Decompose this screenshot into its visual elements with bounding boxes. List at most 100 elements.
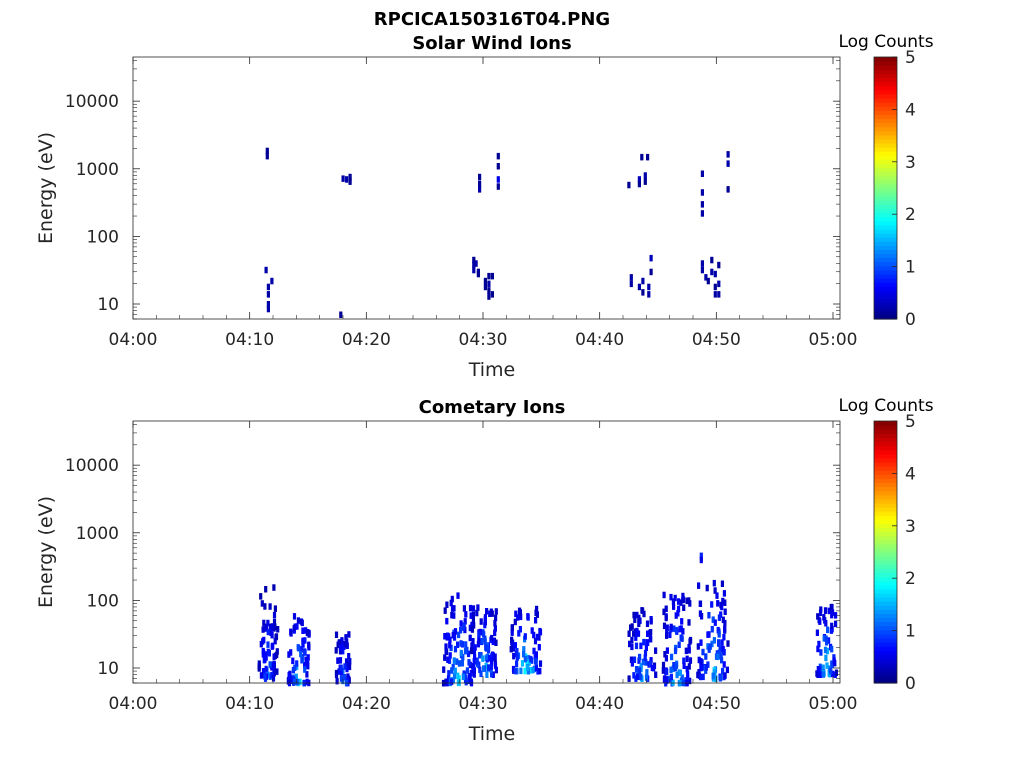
spectrogram-cell bbox=[720, 639, 724, 646]
spectrogram-cell bbox=[526, 668, 530, 675]
spectrogram-cell bbox=[630, 660, 634, 667]
spectrogram-cell bbox=[457, 631, 461, 639]
colorbar-segment bbox=[874, 625, 897, 631]
spectrogram-cell bbox=[445, 648, 449, 656]
spectrogram-cell bbox=[824, 635, 828, 642]
spectrogram-cell bbox=[475, 658, 479, 665]
spectrogram-cell bbox=[442, 666, 446, 673]
spectrogram-cell bbox=[455, 658, 459, 665]
colorbar-segment bbox=[874, 523, 897, 529]
colorbar-segment bbox=[874, 310, 897, 316]
spectrogram-cell bbox=[713, 291, 717, 298]
spectrogram-cell bbox=[679, 634, 683, 641]
spectrogram-cell bbox=[705, 584, 709, 592]
colorbar-segment bbox=[874, 531, 897, 537]
spectrogram-cell bbox=[682, 604, 686, 611]
colorbar-segment bbox=[874, 241, 897, 246]
spectrogram-cell bbox=[479, 618, 483, 625]
spectrogram-cell bbox=[720, 656, 724, 664]
colorbar-segment bbox=[874, 261, 897, 267]
colorbar-segment bbox=[874, 265, 897, 271]
solar-wind-panel: Solar Wind Ions 04:00 04:10 04:20 04:30 04:4… bbox=[35, 32, 934, 381]
colorbar-tick-label: 3 bbox=[905, 153, 916, 173]
spectrogram-cell bbox=[496, 152, 500, 160]
spectrogram-cell bbox=[490, 634, 494, 642]
spectrogram-cell bbox=[443, 633, 447, 640]
spectrogram-cell bbox=[723, 619, 727, 627]
colorbar-segment bbox=[874, 77, 897, 83]
spectrogram-cell bbox=[264, 266, 268, 274]
spectrogram-cell bbox=[450, 678, 454, 686]
spectrogram-cell bbox=[710, 640, 714, 648]
spectrogram-cell bbox=[493, 653, 497, 660]
spectrogram-cell bbox=[305, 671, 309, 678]
x-tick-label: 04:40 bbox=[575, 330, 624, 350]
colorbar-segment bbox=[874, 429, 897, 434]
spectrogram-cell bbox=[723, 599, 727, 606]
spectrogram-cell bbox=[677, 605, 681, 613]
colorbar-segment bbox=[874, 457, 897, 463]
spectrogram-cell bbox=[680, 674, 684, 681]
spectrogram-cell bbox=[259, 672, 263, 679]
colorbar-tick-label: 5 bbox=[905, 48, 916, 68]
spectrogram-cell bbox=[523, 655, 527, 663]
spectrogram-cell bbox=[483, 283, 487, 291]
spectrogram-cell bbox=[275, 648, 279, 655]
spectrogram-cell bbox=[639, 642, 643, 650]
colorbar-segment bbox=[874, 192, 897, 197]
spectrogram-cell bbox=[671, 665, 675, 672]
spectrogram-cell bbox=[347, 653, 351, 660]
spectrogram-cell bbox=[467, 659, 471, 666]
y-tick-label: 10000 bbox=[65, 92, 119, 112]
spectrogram-cell bbox=[517, 630, 521, 637]
spectrogram-cell bbox=[641, 289, 645, 296]
spectrogram-cell bbox=[303, 666, 307, 673]
spectrogram-cell bbox=[832, 654, 836, 661]
spectrogram-cell bbox=[817, 616, 821, 624]
colorbar-segment bbox=[874, 298, 897, 304]
spectrogram-cell bbox=[452, 672, 457, 680]
spectrogram-cell bbox=[453, 645, 458, 653]
spectrogram-cell bbox=[456, 641, 460, 648]
colorbar-segment bbox=[874, 621, 897, 627]
spectrogram-cell bbox=[673, 647, 678, 655]
spectrogram-cell bbox=[827, 637, 831, 644]
spectrogram-cell bbox=[830, 670, 835, 678]
spectrogram-cell bbox=[708, 643, 712, 650]
spectrogram-cell bbox=[670, 653, 674, 661]
spectrogram-cell bbox=[270, 277, 274, 285]
colorbar-segment bbox=[874, 482, 897, 488]
colorbar-segment bbox=[874, 220, 897, 226]
spectrogram-cell bbox=[538, 667, 542, 675]
spectrogram-cell bbox=[674, 626, 678, 634]
spectrogram-cell bbox=[706, 277, 710, 285]
spectrogram-cell bbox=[677, 641, 681, 648]
spectrogram-cell bbox=[713, 619, 717, 626]
colorbar-segment bbox=[874, 114, 897, 119]
spectrogram-cell bbox=[688, 638, 692, 645]
spectrogram-cell bbox=[471, 605, 476, 612]
spectrogram-cell bbox=[637, 283, 641, 291]
spectrogram-cell bbox=[272, 625, 276, 632]
spectrogram-cell bbox=[640, 153, 644, 161]
spectrogram-cell bbox=[491, 638, 495, 646]
spectrogram-cell bbox=[303, 649, 307, 656]
x-ticks: 04:00 04:10 04:20 04:30 04:40 04:50 05:00 bbox=[109, 57, 858, 350]
x-tick-label: 04:20 bbox=[342, 330, 391, 350]
spectrogram-cell bbox=[817, 640, 821, 648]
spectrogram-cell bbox=[306, 660, 310, 668]
spectrogram-cell bbox=[261, 668, 266, 675]
colorbar-segment bbox=[874, 580, 897, 586]
spectrogram-cell bbox=[472, 261, 476, 269]
spectrogram-cell bbox=[520, 660, 525, 667]
colorbar-segment bbox=[874, 233, 897, 238]
y-tick-label: 1000 bbox=[76, 160, 119, 180]
spectrogram-cell bbox=[338, 657, 343, 664]
spectrogram-cell bbox=[649, 657, 653, 664]
spectrogram-cell bbox=[519, 613, 523, 621]
spectrogram-cell bbox=[345, 665, 349, 673]
spectrogram-cell bbox=[649, 616, 653, 623]
spectrogram-cell bbox=[486, 653, 490, 661]
spectrogram-cell bbox=[490, 653, 494, 660]
colorbar-segment bbox=[874, 511, 897, 516]
